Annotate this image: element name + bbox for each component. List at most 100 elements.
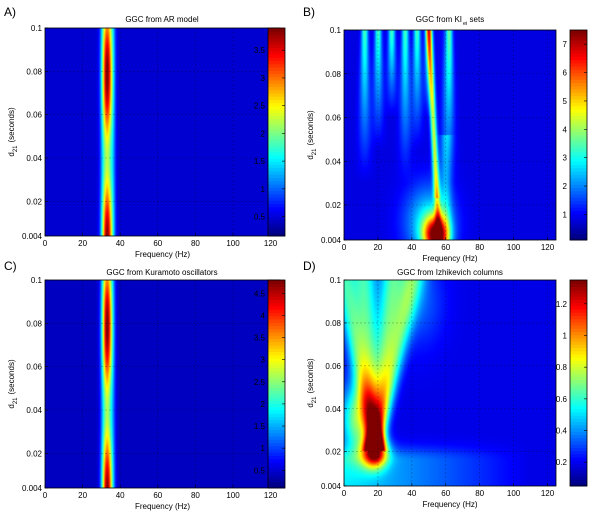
colorbar-segment bbox=[570, 236, 587, 241]
colorbar-segment bbox=[570, 105, 587, 110]
colorbar-segment bbox=[268, 60, 285, 65]
colorbar-segment bbox=[570, 43, 587, 47]
colorbar-tick-label: 1 bbox=[563, 210, 568, 219]
colorbar-tick-label: 0.4 bbox=[556, 427, 568, 436]
colorbar-segment bbox=[268, 73, 285, 78]
colorbar-tick-label: 7 bbox=[563, 40, 568, 49]
colorbar-segment bbox=[268, 293, 285, 297]
x-tick-label: 80 bbox=[475, 489, 484, 498]
y-tick-label: 0.08 bbox=[325, 319, 341, 328]
colorbar-segment bbox=[570, 62, 587, 67]
colorbar-segment bbox=[268, 70, 285, 74]
colorbar-segment bbox=[570, 203, 587, 208]
colorbar-segment bbox=[570, 411, 587, 416]
colorbar-frame bbox=[569, 279, 588, 487]
colorbar-segment bbox=[570, 33, 587, 38]
colorbar-segment bbox=[570, 292, 587, 297]
colorbar-segment bbox=[570, 328, 587, 332]
colorbar-segment bbox=[268, 458, 285, 463]
colorbar-tick-label: 1 bbox=[261, 444, 266, 453]
colorbar-segment bbox=[268, 367, 285, 372]
colorbar-segment bbox=[268, 397, 285, 401]
colorbar-segment bbox=[268, 400, 285, 404]
colorbar-segment bbox=[570, 220, 587, 225]
colorbar-segment bbox=[268, 213, 285, 217]
colorbar-segment bbox=[268, 57, 285, 61]
colorbar-segment bbox=[268, 471, 285, 476]
colorbar-segment bbox=[570, 457, 587, 461]
colorbar-segment bbox=[570, 52, 587, 57]
colorbar-segment bbox=[570, 344, 587, 349]
colorbar-segment bbox=[570, 118, 587, 123]
panel-c: C) GGC from Kuramoto oscillators 0 20 40 60 80… bbox=[4, 259, 286, 511]
colorbar-segment bbox=[268, 348, 285, 352]
colorbar-segment bbox=[268, 223, 285, 227]
x-tick-label: 0 bbox=[342, 489, 347, 498]
colorbar-tick-label: 4.5 bbox=[254, 289, 266, 298]
colorbar-segment bbox=[268, 63, 285, 68]
colorbar-segment bbox=[570, 286, 587, 291]
colorbar-segment bbox=[268, 484, 285, 489]
colorbar-segment bbox=[570, 167, 587, 172]
heatmap-image bbox=[45, 280, 280, 488]
colorbar-segment bbox=[268, 354, 285, 359]
colorbar-segment bbox=[570, 469, 587, 474]
colorbar-segment bbox=[268, 423, 285, 427]
colorbar-segment bbox=[268, 475, 285, 479]
x-tick-label: 60 bbox=[441, 243, 450, 252]
colorbar-segment bbox=[570, 66, 587, 70]
y-tick-label: 0.1 bbox=[330, 26, 342, 35]
colorbar-segment bbox=[570, 331, 587, 336]
colorbar-segment bbox=[570, 108, 587, 113]
colorbar-frame bbox=[267, 279, 286, 489]
colorbar-segment bbox=[268, 28, 285, 32]
colorbar-segment bbox=[570, 144, 587, 149]
colorbar-segment bbox=[570, 39, 587, 44]
colorbar-segment bbox=[268, 351, 285, 356]
colorbar-segment bbox=[570, 354, 587, 358]
y-tick-label: 0.04 bbox=[325, 157, 341, 166]
colorbar-segment bbox=[570, 360, 587, 365]
colorbar-segment bbox=[268, 478, 285, 482]
colorbar-segment bbox=[268, 174, 285, 178]
colorbar-segment bbox=[268, 432, 285, 437]
colorbar-segment bbox=[268, 361, 285, 365]
colorbar-segment bbox=[268, 200, 285, 204]
colorbar-segment bbox=[268, 406, 285, 411]
colorbar-segment bbox=[570, 148, 587, 152]
colorbar-segment bbox=[570, 447, 587, 452]
axes-frame bbox=[343, 279, 557, 487]
y-tick-label: 0.1 bbox=[330, 276, 342, 285]
colorbar-tick-label: 0.5 bbox=[254, 213, 266, 222]
colorbar-segment bbox=[570, 72, 587, 77]
colorbar-segment bbox=[570, 49, 587, 54]
colorbar-tick-label: 3.5 bbox=[254, 334, 266, 343]
colorbar-segment bbox=[570, 318, 587, 323]
colorbar-segment bbox=[570, 217, 587, 221]
colorbar-segment bbox=[268, 419, 285, 424]
x-tick-label: 100 bbox=[226, 491, 240, 500]
colorbar-segment bbox=[268, 328, 285, 333]
colorbar-segment bbox=[268, 413, 285, 417]
colorbar-segment bbox=[570, 115, 587, 120]
colorbar-segment bbox=[268, 335, 285, 339]
colorbar-segment bbox=[268, 141, 285, 146]
colorbar-segment bbox=[268, 190, 285, 195]
colorbar-segment bbox=[268, 83, 285, 87]
colorbar-segment bbox=[570, 200, 587, 205]
colorbar-segment bbox=[570, 408, 587, 413]
panel-a: A) GGC from AR model 0 20 40 60 80 100 120 0.004 0… bbox=[4, 5, 286, 259]
colorbar-segment bbox=[570, 363, 587, 368]
colorbar-segment bbox=[268, 289, 285, 294]
colorbar-tick-label: 3 bbox=[261, 74, 266, 83]
colorbar-segment bbox=[268, 86, 285, 91]
colorbar-segment bbox=[570, 460, 587, 464]
colorbar-tick-label: 3 bbox=[563, 154, 568, 163]
colorbar-segment bbox=[570, 312, 587, 316]
colorbar-segment bbox=[268, 445, 285, 450]
colorbar-segment bbox=[268, 325, 285, 330]
colorbar-segment bbox=[268, 50, 285, 55]
colorbar-segment bbox=[268, 283, 285, 287]
colorbar-segment bbox=[570, 56, 587, 61]
